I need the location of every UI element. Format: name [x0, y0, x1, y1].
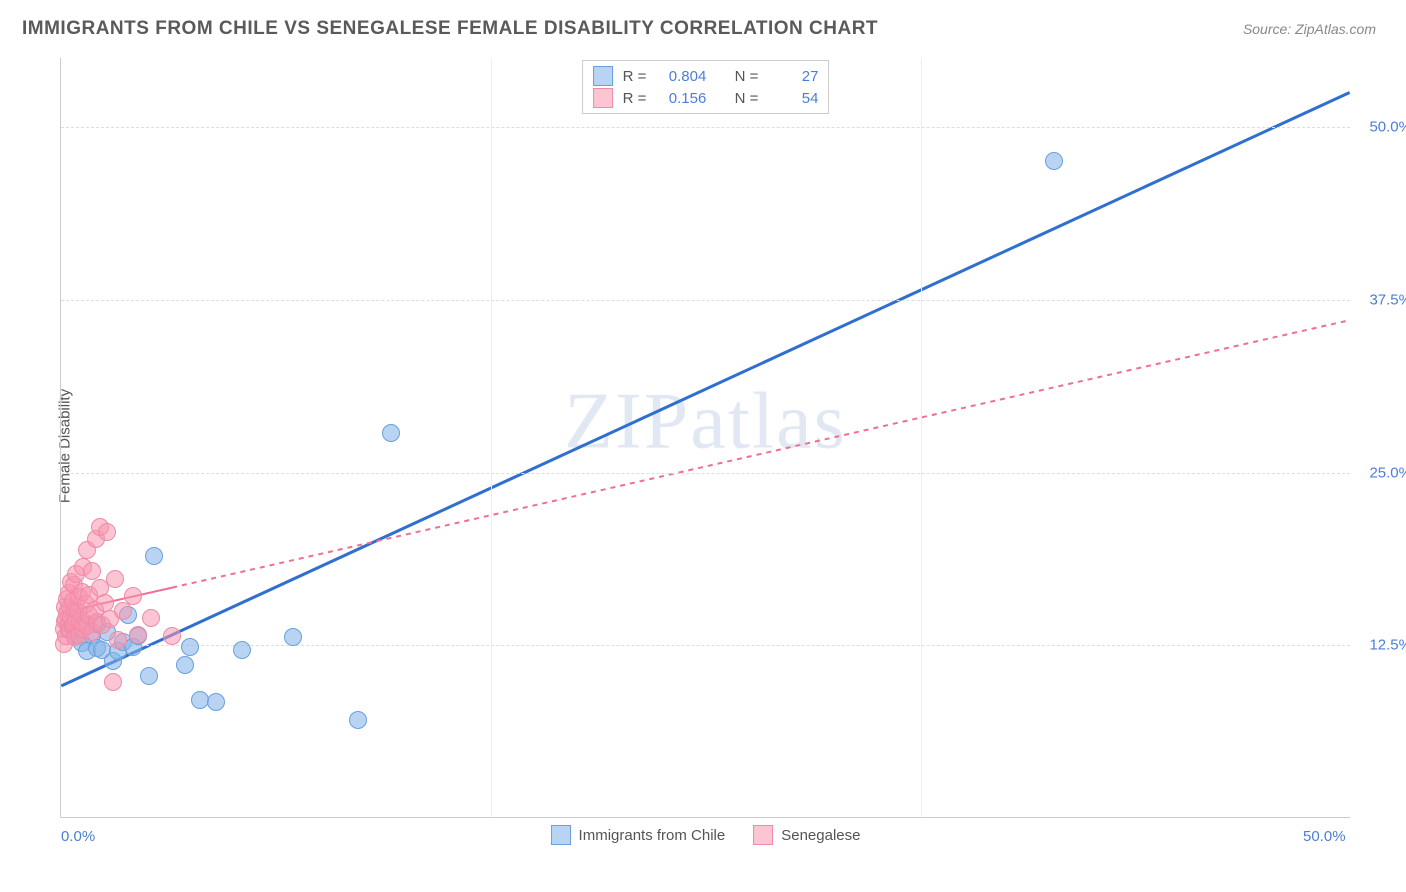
regression-line	[61, 93, 1349, 686]
series-swatch	[551, 825, 571, 845]
scatter-point	[181, 638, 199, 656]
scatter-point	[96, 594, 114, 612]
scatter-point	[163, 627, 181, 645]
x-tick-label: 50.0%	[1303, 828, 1346, 845]
scatter-point	[140, 667, 158, 685]
gridline-horizontal	[61, 473, 1350, 474]
scatter-point	[284, 628, 302, 646]
gridline-horizontal	[61, 300, 1350, 301]
scatter-point	[1045, 152, 1063, 170]
regression-line	[172, 320, 1350, 587]
scatter-point	[104, 673, 122, 691]
scatter-point	[124, 587, 142, 605]
y-tick-label: 25.0%	[1369, 464, 1406, 481]
y-tick-label: 37.5%	[1369, 291, 1406, 308]
scatter-point	[98, 523, 116, 541]
scatter-point	[109, 631, 127, 649]
scatter-point	[83, 562, 101, 580]
stats-row: R = 0.804 N = 27	[593, 65, 819, 87]
legend: Immigrants from Chile Senegalese	[551, 825, 861, 845]
scatter-point	[382, 424, 400, 442]
scatter-point	[129, 626, 147, 644]
legend-label: Senegalese	[781, 827, 860, 844]
series-swatch	[593, 66, 613, 86]
scatter-point	[142, 609, 160, 627]
regression-lines-layer	[61, 58, 1350, 817]
legend-label: Immigrants from Chile	[579, 827, 726, 844]
source-attribution: Source: ZipAtlas.com	[1243, 21, 1376, 37]
series-swatch	[753, 825, 773, 845]
y-tick-label: 50.0%	[1369, 119, 1406, 136]
gridline-vertical	[921, 58, 922, 817]
scatter-point	[114, 602, 132, 620]
scatter-point	[176, 656, 194, 674]
series-swatch	[593, 88, 613, 108]
legend-item: Immigrants from Chile	[551, 825, 726, 845]
scatter-point	[145, 547, 163, 565]
scatter-point	[106, 570, 124, 588]
scatter-point	[233, 641, 251, 659]
chart-plot-area: ZIPatlas R = 0.804 N = 27R = 0.156 N = 5…	[60, 58, 1350, 818]
stats-row: R = 0.156 N = 54	[593, 87, 819, 109]
gridline-horizontal	[61, 645, 1350, 646]
x-tick-label: 0.0%	[61, 828, 95, 845]
chart-title: IMMIGRANTS FROM CHILE VS SENEGALESE FEMA…	[22, 18, 878, 40]
y-tick-label: 12.5%	[1369, 637, 1406, 654]
legend-item: Senegalese	[753, 825, 860, 845]
stats-box: R = 0.804 N = 27R = 0.156 N = 54	[582, 60, 830, 114]
gridline-vertical	[491, 58, 492, 817]
gridline-horizontal	[61, 127, 1350, 128]
scatter-point	[349, 711, 367, 729]
scatter-point	[207, 693, 225, 711]
watermark: ZIPatlas	[564, 377, 847, 468]
